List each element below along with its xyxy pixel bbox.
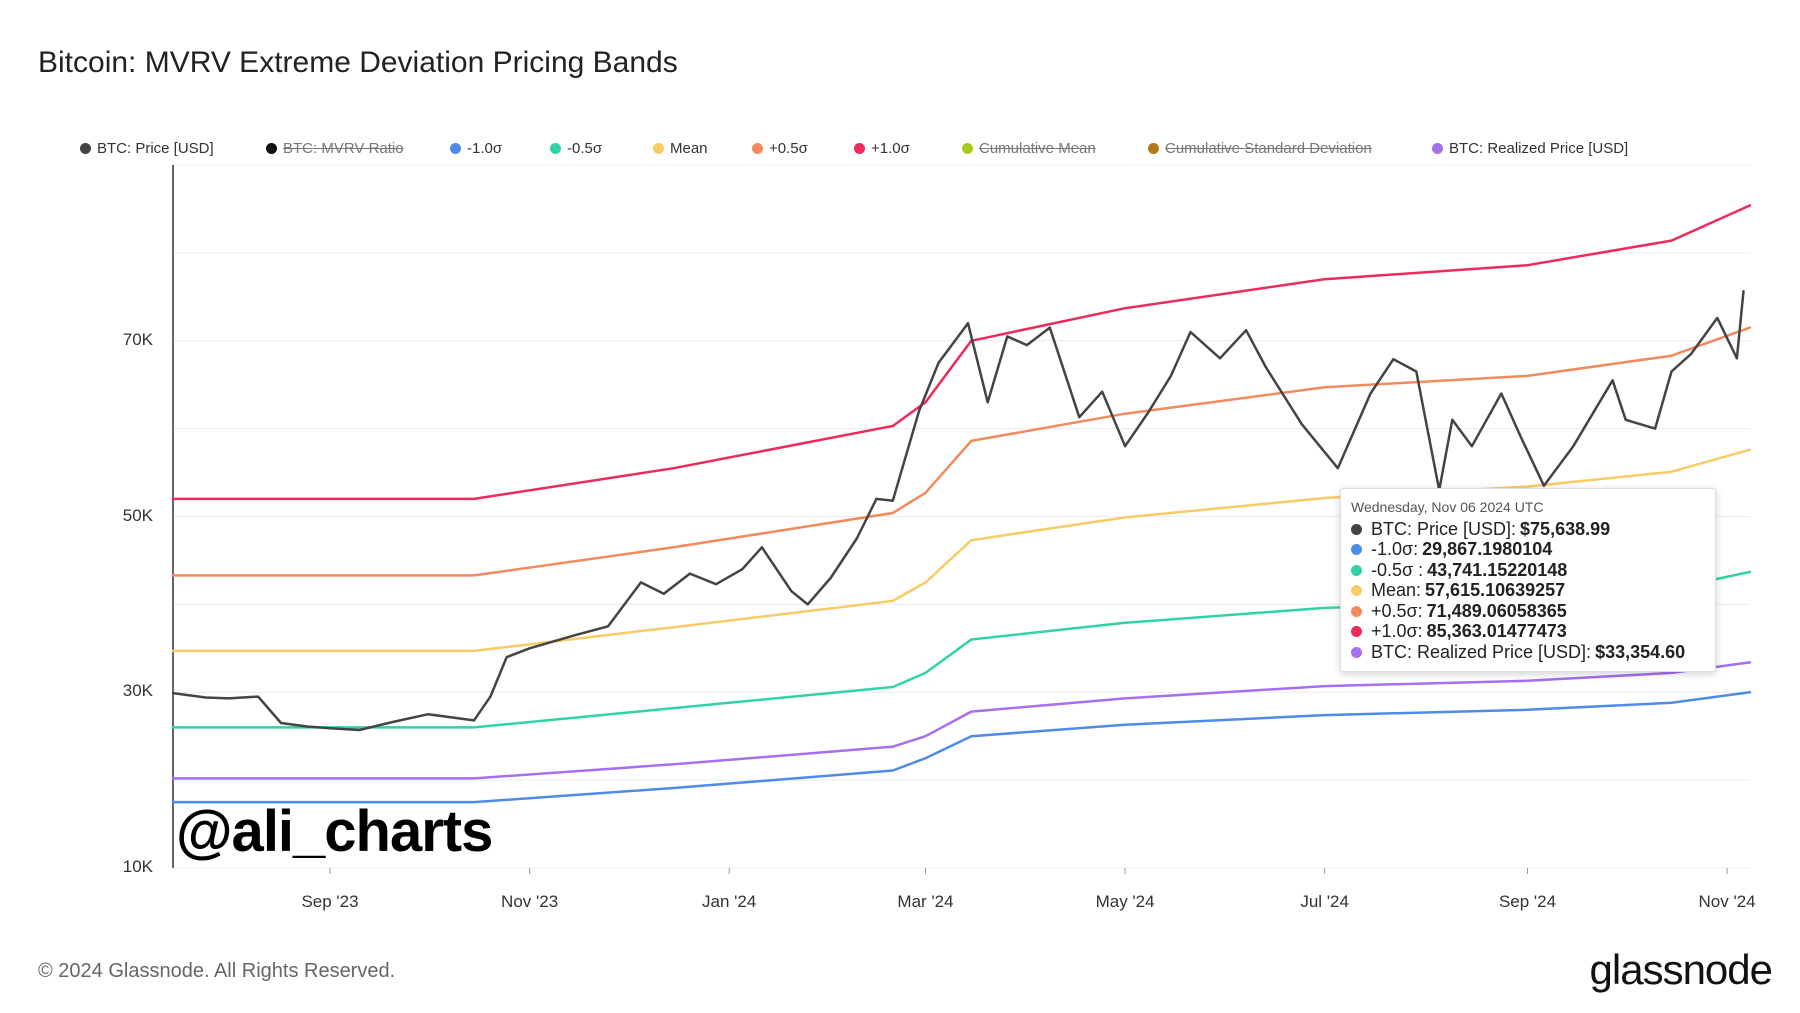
tooltip-dot <box>1351 544 1362 556</box>
legend-item-plus-1-sigma[interactable]: +1.0σ <box>854 140 910 157</box>
copyright-footer: © 2024 Glassnode. All Rights Reserved. <box>38 960 396 982</box>
legend-dot <box>962 143 973 154</box>
glassnode-logo: glassnode <box>1589 946 1773 993</box>
legend-dot <box>752 143 763 154</box>
x-tick-label: May '24 <box>1095 892 1155 911</box>
legend-dot <box>266 143 277 154</box>
series-line-1-0 <box>171 691 1752 804</box>
legend-dot <box>80 143 91 154</box>
tooltip-row-plus-1-sigma: +1.0σ: 85,363.01477473 <box>1351 621 1715 643</box>
x-tick-label: Jul '24 <box>1300 892 1349 911</box>
legend-item-mvrv-ratio[interactable]: BTC: MVRV Ratio <box>266 140 404 157</box>
tooltip-dot <box>1351 626 1362 638</box>
legend-dot <box>1148 143 1159 154</box>
tooltip-dot <box>1351 605 1362 617</box>
tooltip-row-realized-price: BTC: Realized Price [USD]: $33,354.60 <box>1351 642 1715 663</box>
series-line-btc-realized-price-usd <box>171 661 1752 780</box>
tooltip-row-minus-0-5-sigma: -0.5σ :43,741.15220148 <box>1351 560 1715 581</box>
legend-item-mean[interactable]: Mean <box>653 140 708 157</box>
tooltip-date: Wednesday, Nov 06 2024 UTC <box>1351 499 1544 515</box>
tooltip-dot <box>1351 585 1362 597</box>
hover-tooltip: Wednesday, Nov 06 2024 UTC BTC: Price [U… <box>1340 488 1716 672</box>
watermark: @ali_charts <box>176 799 493 864</box>
legend-dot <box>550 143 561 154</box>
x-tick-label: Jan '24 <box>702 892 757 911</box>
y-tick-label: 10K <box>122 857 153 876</box>
tooltip-row-mean: Mean: 57,615.10639257 <box>1351 580 1715 602</box>
legend-item-btc-price[interactable]: BTC: Price [USD] <box>80 140 214 157</box>
x-tick-label: Sep '24 <box>1498 892 1557 911</box>
legend-item-cumulative-mean[interactable]: Cumulative Mean <box>962 140 1096 157</box>
tooltip-dot <box>1351 564 1362 576</box>
series-line-1-0 <box>171 204 1752 501</box>
y-tick-label: 30K <box>122 681 153 701</box>
legend-dot <box>1432 143 1443 154</box>
series-line-mean <box>171 448 1752 653</box>
tooltip-row-minus-1-sigma: -1.0σ: 29,867.1980104 <box>1351 539 1715 561</box>
tooltip-dot <box>1351 523 1362 535</box>
x-tick-label: Mar '24 <box>897 892 954 911</box>
y-tick-label: 50K <box>122 505 153 525</box>
x-tick-label: Sep '23 <box>301 892 359 911</box>
chart-legend: BTC: Price [USD] BTC: MVRV Ratio -1.0σ -… <box>80 140 1760 162</box>
chart-title: Bitcoin: MVRV Extreme Deviation Pricing … <box>38 46 678 79</box>
x-tick-label: Nov '23 <box>501 892 559 911</box>
legend-item-realized-price[interactable]: BTC: Realized Price [USD] <box>1432 140 1628 157</box>
legend-item-cumulative-std-dev[interactable]: Cumulative Standard Deviation <box>1148 140 1372 157</box>
y-tick-label: 70K <box>122 329 153 349</box>
legend-dot <box>653 143 664 154</box>
series-line-0-5 <box>171 326 1752 577</box>
legend-dot <box>450 143 461 154</box>
series-line-btc-price-usd <box>171 289 1745 732</box>
tooltip-dot <box>1351 646 1362 658</box>
legend-dot <box>854 143 865 154</box>
legend-item-minus-0-5-sigma[interactable]: -0.5σ <box>550 140 602 157</box>
legend-item-plus-0-5-sigma[interactable]: +0.5σ <box>752 140 808 157</box>
tooltip-row-btc-price: BTC: Price [USD]: $75,638.99 <box>1351 519 1715 540</box>
tooltip-row-plus-0-5-sigma: +0.5σ: 71,489.06058365 <box>1351 601 1715 622</box>
legend-item-minus-1-sigma[interactable]: -1.0σ <box>450 140 502 157</box>
x-tick-label: Nov '24 <box>1698 892 1756 911</box>
